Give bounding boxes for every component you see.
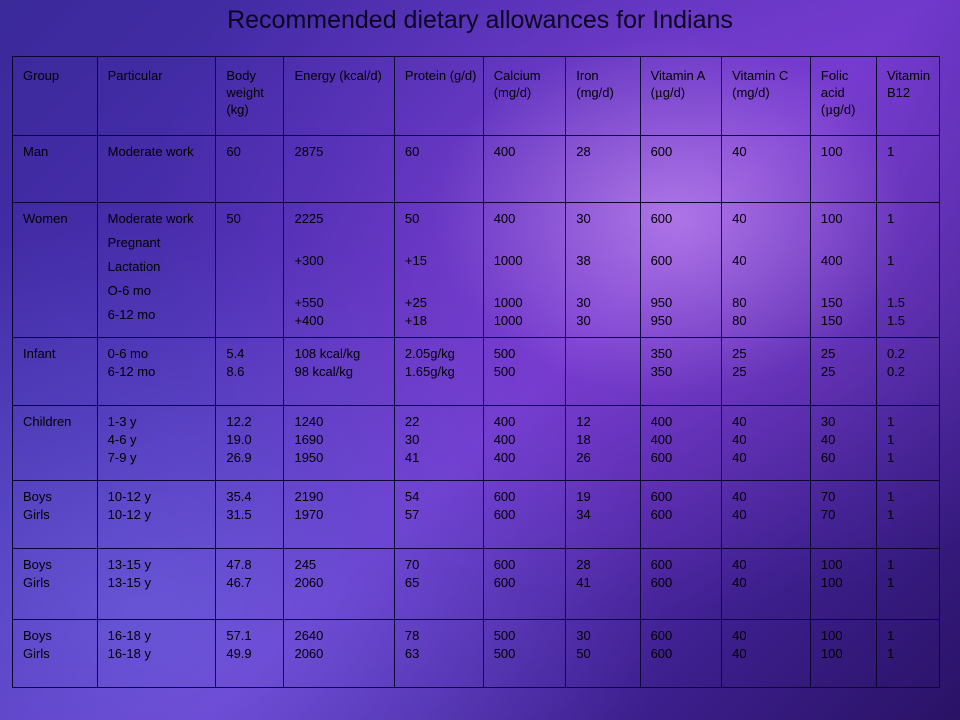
- header-cell: Iron (mg/d): [565, 56, 641, 136]
- table-cell: 16-18 y 16-18 y: [96, 619, 217, 688]
- header-row: Group Particular Body weight (kg) Energy…: [12, 56, 941, 136]
- header-cell: Calcium (mg/d): [482, 56, 567, 136]
- table-cell: 57.1 49.9: [215, 619, 285, 688]
- table-cell: 600 600: [639, 480, 723, 549]
- table-cell: 100: [809, 134, 877, 204]
- table-cell: 2875: [283, 134, 395, 204]
- table-cell: 2225 +300 +550 +400: [283, 202, 395, 339]
- table-cell: 30 38 30 30: [565, 202, 641, 339]
- table-cell: 245 2060: [283, 547, 395, 621]
- table-cell: 12.2 19.0 26.9: [215, 404, 285, 482]
- header-cell: Protein (g/d): [393, 56, 484, 136]
- table-cell: 400 400 600: [639, 404, 723, 482]
- table-cell: Man: [12, 134, 98, 204]
- table-cell: 30 50: [565, 619, 641, 688]
- table-cell: 40 40: [721, 619, 811, 688]
- table-cell: Boys Girls: [12, 480, 98, 549]
- table-cell: 13-15 y 13-15 y: [96, 547, 217, 621]
- page-title: Recommended dietary allowances for India…: [227, 6, 733, 34]
- table-cell: 1240 1690 1950: [283, 404, 395, 482]
- rda-table: Group Particular Body weight (kg) Energy…: [12, 56, 941, 688]
- header-cell: Folic acid (μg/d): [809, 56, 877, 136]
- table-cell: 600 600: [639, 619, 723, 688]
- table-cell: Infant: [12, 337, 98, 406]
- table-cell: 600 600: [482, 480, 567, 549]
- table-cell: 10-12 y 10-12 y: [96, 480, 217, 549]
- table-cell: 28: [565, 134, 641, 204]
- table-cell: 70 65: [393, 547, 484, 621]
- table-cell: 0-6 mo 6-12 mo: [96, 337, 217, 406]
- table-cell: 19 34: [565, 480, 641, 549]
- table-cell: Moderate work: [96, 134, 217, 204]
- table-row: Boys Girls 13-15 y 13-15 y 47.8 46.7 245 206…: [12, 547, 941, 621]
- table-cell: 500 500: [482, 337, 567, 406]
- header-cell: Vitamin B12: [875, 56, 941, 136]
- table-cell: 60: [393, 134, 484, 204]
- table-cell: 54 57: [393, 480, 484, 549]
- table-cell: Boys Girls: [12, 619, 98, 688]
- table-cell: [565, 337, 641, 406]
- table-cell: 1 1 1.5 1.5: [875, 202, 941, 339]
- table-cell: 500 500: [482, 619, 567, 688]
- table-cell: 2640 2060: [283, 619, 395, 688]
- table-row: Boys Girls 16-18 y 16-18 y 57.1 49.9 2640 20…: [12, 619, 941, 688]
- header-cell: Body weight (kg): [215, 56, 285, 136]
- table-cell: 40 40: [721, 480, 811, 549]
- header-cell: Vitamin C (mg/d): [721, 56, 811, 136]
- table-row: Man Moderate work 60 2875 60 400 28 600 …: [12, 134, 941, 204]
- table-cell: 350 350: [639, 337, 723, 406]
- table-cell: 30 40 60: [809, 404, 877, 482]
- table-cell: 78 63: [393, 619, 484, 688]
- table-cell: 400 1000 1000 1000: [482, 202, 567, 339]
- table-cell: 1: [875, 134, 941, 204]
- table-row: Boys Girls 10-12 y 10-12 y 35.4 31.5 2190 19…: [12, 480, 941, 549]
- table-row: Infant 0-6 mo 6-12 mo 5.4 8.6 108 kcal/kg 9…: [12, 337, 941, 406]
- header-cell: Particular: [96, 56, 217, 136]
- table-cell: Children: [12, 404, 98, 482]
- header-cell: Vitamin A (μg/d): [639, 56, 723, 136]
- table-cell: 0.2 0.2: [875, 337, 941, 406]
- table-row: Women Moderate work Pregnant Lactation O…: [12, 202, 941, 339]
- table-cell: 12 18 26: [565, 404, 641, 482]
- table-cell: 28 41: [565, 547, 641, 621]
- table-cell: 70 70: [809, 480, 877, 549]
- table-cell: 5.4 8.6: [215, 337, 285, 406]
- table-cell: 100 400 150 150: [809, 202, 877, 339]
- table-cell: 108 kcal/kg 98 kcal/kg: [283, 337, 395, 406]
- table-cell: 600: [639, 134, 723, 204]
- table-cell: 100 100: [809, 547, 877, 621]
- header-cell: Group: [12, 56, 98, 136]
- table-cell: 22 30 41: [393, 404, 484, 482]
- table-cell: 600 600: [482, 547, 567, 621]
- table-cell: 600 600 950 950: [639, 202, 723, 339]
- table-cell: 400 400 400: [482, 404, 567, 482]
- table-cell: 50 +15 +25 +18: [393, 202, 484, 339]
- table-cell: 40: [721, 134, 811, 204]
- table-cell: 2190 1970: [283, 480, 395, 549]
- table-cell: 25 25: [809, 337, 877, 406]
- header-cell: Energy (kcal/d): [283, 56, 395, 136]
- table-cell: 35.4 31.5: [215, 480, 285, 549]
- table-cell: 47.8 46.7: [215, 547, 285, 621]
- table-cell: 40 40 80 80: [721, 202, 811, 339]
- table-cell: 40 40 40: [721, 404, 811, 482]
- table-cell: 1-3 y 4-6 y 7-9 y: [96, 404, 217, 482]
- table-cell: 60: [215, 134, 285, 204]
- table-cell: 400: [482, 134, 567, 204]
- table-cell: Women: [12, 202, 98, 339]
- table-cell: Boys Girls: [12, 547, 98, 621]
- table-cell: 100 100: [809, 619, 877, 688]
- table-cell: 2.05g/kg 1.65g/kg: [393, 337, 484, 406]
- table-row: Children 1-3 y 4-6 y 7-9 y 12.2 19.0 26.9 12…: [12, 404, 941, 482]
- table-cell: Moderate work Pregnant Lactation O-6 mo …: [96, 202, 217, 339]
- table-cell: 40 40: [721, 547, 811, 621]
- table-cell: 600 600: [639, 547, 723, 621]
- table-cell: 25 25: [721, 337, 811, 406]
- table-cell: 50: [215, 202, 285, 339]
